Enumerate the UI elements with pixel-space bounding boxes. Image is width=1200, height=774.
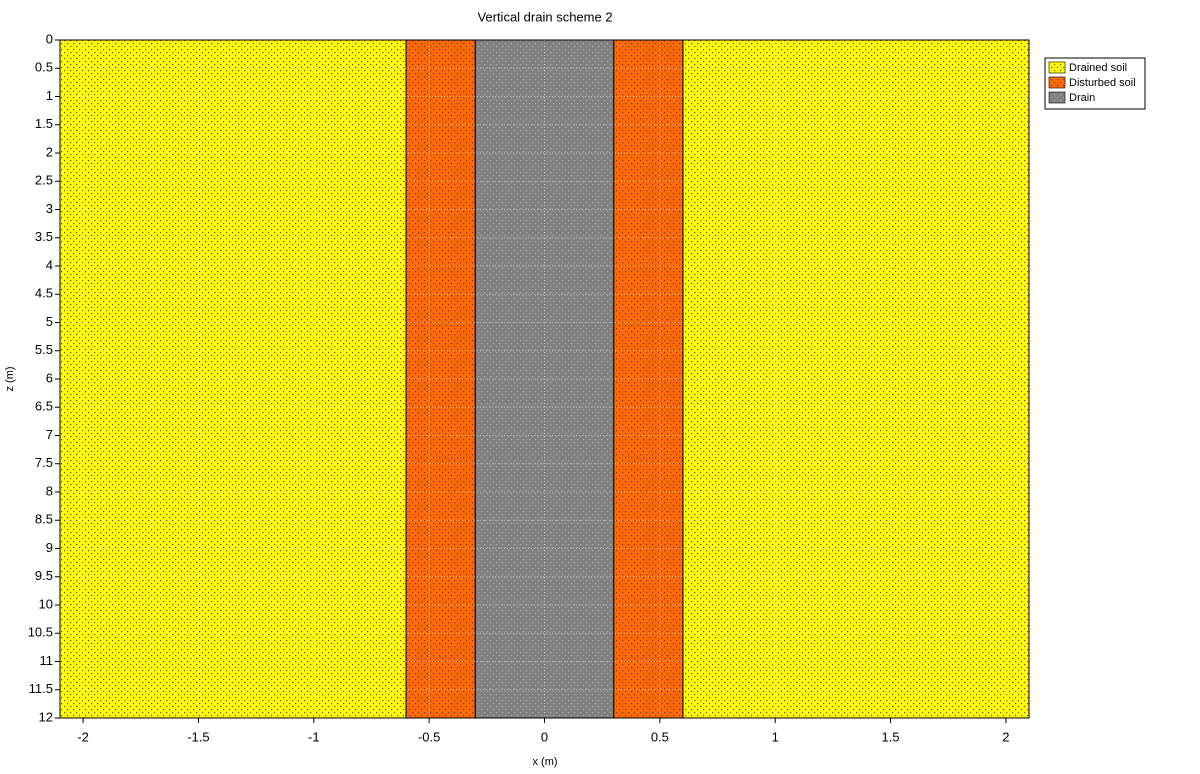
y-axis-label: z (m)	[4, 366, 16, 391]
y-tick-label: 8.5	[35, 512, 53, 527]
legend-swatch	[1048, 76, 1066, 89]
x-tick-label: -2	[77, 729, 89, 744]
y-tick-label: 11.5	[29, 681, 53, 696]
legend-label: Drained soil	[1069, 62, 1127, 74]
y-tick-label: 5	[46, 314, 53, 329]
y-tick-label: 3.5	[35, 229, 53, 244]
y-tick-label: 6.5	[35, 399, 53, 414]
legend-label: Disturbed soil	[1069, 77, 1136, 89]
x-tick-label: 2	[1002, 729, 1009, 744]
y-tick-label: 12	[39, 709, 53, 724]
y-tick-label: 1	[46, 88, 53, 103]
y-tick-label: 0.5	[35, 60, 53, 75]
y-tick-label: 0	[46, 31, 53, 46]
y-tick-label: 10.5	[28, 625, 53, 640]
legend-label: Drain	[1069, 92, 1095, 104]
y-tick-label: 7	[46, 427, 53, 442]
legend-swatch	[1048, 61, 1066, 74]
x-tick-label: -1.5	[187, 729, 209, 744]
x-axis-label: x (m)	[532, 756, 557, 768]
chart-title: Vertical drain scheme 2	[477, 9, 612, 24]
y-tick-label: 3	[46, 201, 53, 216]
y-tick-label: 8	[46, 483, 53, 498]
y-tick-label: 9.5	[35, 568, 53, 583]
y-tick-label: 1.5	[35, 116, 53, 131]
y-tick-label: 4.5	[35, 286, 53, 301]
plot-border	[59, 39, 1030, 719]
x-tick-label: 1.5	[882, 729, 900, 744]
y-tick-label: 2.5	[35, 173, 53, 188]
y-tick-label: 2	[46, 144, 53, 159]
region	[405, 39, 476, 719]
y-tick-label: 6	[46, 370, 53, 385]
x-tick-label: 0	[541, 729, 548, 744]
y-tick-label: 5.5	[35, 342, 53, 357]
x-tick-label: -0.5	[418, 729, 440, 744]
x-tick-label: -1	[308, 729, 320, 744]
y-tick-label: 10	[39, 596, 53, 611]
y-tick-label: 7.5	[35, 455, 53, 470]
x-tick-label: 0.5	[651, 729, 669, 744]
legend-swatch	[1048, 91, 1066, 104]
y-tick-label: 11	[40, 653, 54, 668]
y-tick-label: 9	[46, 540, 53, 555]
x-tick-label: 1	[772, 729, 779, 744]
y-tick-label: 4	[46, 257, 53, 272]
